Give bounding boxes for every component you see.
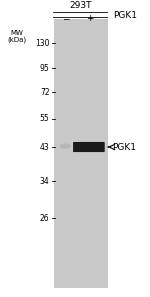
FancyBboxPatch shape [73,142,105,152]
Text: 293T: 293T [70,1,92,10]
Text: 72: 72 [40,88,50,97]
Text: MW
(kDa): MW (kDa) [7,30,26,43]
Ellipse shape [60,143,71,149]
Text: −: − [62,14,70,23]
Text: PGK1: PGK1 [113,11,137,20]
Text: 43: 43 [40,143,50,151]
Text: +: + [86,14,94,23]
Text: 55: 55 [40,114,50,123]
Text: 95: 95 [40,64,50,73]
Text: PGK1: PGK1 [112,143,136,151]
Text: 26: 26 [40,214,50,223]
Text: 130: 130 [35,39,50,48]
Text: 34: 34 [40,177,50,186]
Bar [54,19,108,288]
